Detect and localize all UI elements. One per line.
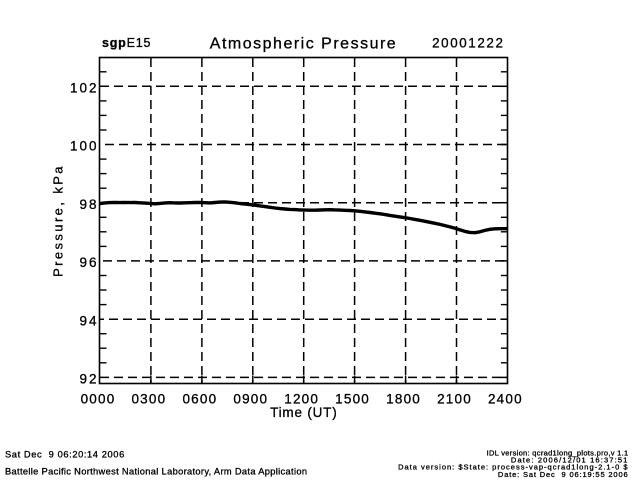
svg-text:98: 98: [79, 197, 98, 212]
svg-text:Atmospheric Pressure: Atmospheric Pressure: [210, 36, 397, 53]
svg-text:Battelle Pacific Northwest Nat: Battelle Pacific Northwest National Labo…: [5, 467, 307, 477]
svg-text:0600: 0600: [182, 392, 217, 407]
svg-text:92: 92: [79, 372, 98, 387]
svg-text:0300: 0300: [131, 392, 166, 407]
svg-text:96: 96: [79, 255, 98, 270]
svg-text:IDL version: qcrad1long_plots.: IDL version: qcrad1long_plots.pro,v 1.1: [487, 449, 629, 458]
svg-text:1200: 1200: [284, 392, 319, 407]
svg-text:Date: 2006/12/01 16:37:51: Date: 2006/12/01 16:37:51: [511, 456, 629, 465]
svg-text:Time (UT): Time (UT): [270, 405, 337, 420]
svg-text:20001222: 20001222: [432, 36, 504, 51]
svg-text:sgpE15: sgpE15: [102, 36, 151, 50]
svg-text:2100: 2100: [437, 392, 472, 407]
svg-text:102: 102: [70, 80, 99, 95]
svg-text:1800: 1800: [386, 392, 421, 407]
svg-text:Date: Sat Dec 9 06:19:55 2006: Date: Sat Dec 9 06:19:55 2006: [498, 470, 629, 479]
svg-text:Sat Dec 9 06:20:14 2006: Sat Dec 9 06:20:14 2006: [5, 449, 125, 459]
svg-text:94: 94: [79, 313, 98, 328]
svg-text:1500: 1500: [335, 392, 370, 407]
svg-text:0900: 0900: [233, 392, 268, 407]
svg-text:100: 100: [70, 139, 99, 154]
svg-text:Pressure, kPa: Pressure, kPa: [51, 164, 66, 277]
svg-text:2400: 2400: [488, 392, 523, 407]
svg-text:0000: 0000: [81, 392, 116, 407]
svg-text:Data version: $State: process-: Data version: $State: process-vap-qcrad1…: [398, 462, 628, 471]
